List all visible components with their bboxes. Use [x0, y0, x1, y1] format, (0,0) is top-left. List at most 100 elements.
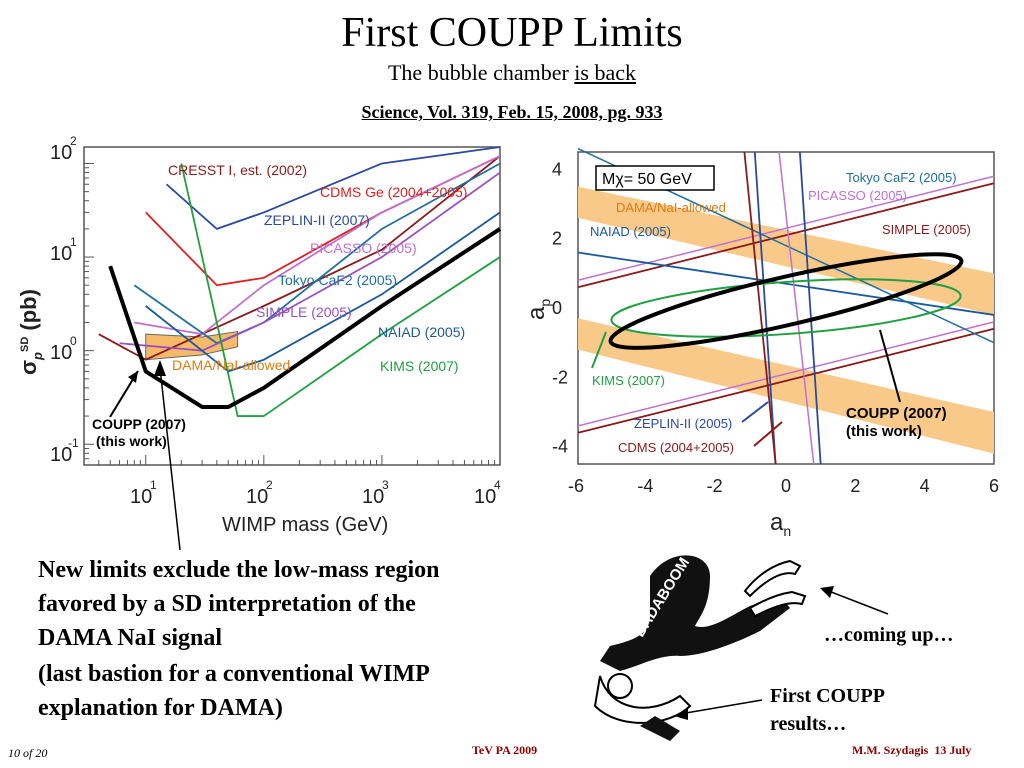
coupp-arrowhead: [128, 371, 138, 383]
svg-text:2: 2: [70, 134, 77, 148]
conclusion-line-1: New limits exclude the low-mass region: [38, 557, 440, 583]
svg-text:0: 0: [70, 334, 77, 348]
r-label-picasso: PICASSO (2005): [808, 188, 907, 203]
series-line-3: [134, 155, 501, 336]
r-coupp-arrow: [879, 329, 901, 403]
page-current: 10: [8, 746, 20, 760]
svg-text:1: 1: [70, 235, 77, 249]
conference-name: TeV PA 2009: [472, 743, 538, 757]
cartoon-small-figure: [593, 675, 692, 724]
conclusion-text: New limits exclude the low-mass region f…: [38, 553, 568, 725]
series-line-8: [108, 227, 502, 409]
series-line-0: [98, 155, 501, 361]
left-x-tick-3: 10: [362, 486, 384, 508]
results-caption-line-1: First COUPP: [770, 685, 885, 707]
label-tokyo: Tokyo CaF2 (2005): [278, 272, 397, 288]
r-label-simple: SIMPLE (2005): [882, 222, 971, 237]
results-caption-line-2: results…: [770, 713, 847, 735]
mass-box-label: Mχ= 50 GeV: [602, 171, 692, 188]
r-label-dama: DAMA/NaI-allowed: [616, 200, 726, 215]
dama-band-upper: [578, 186, 994, 315]
badaboom-cartoon: BADABOOM: [593, 555, 807, 741]
left-y-tick-2: 10: [50, 142, 72, 164]
label-zeplin: ZEPLIN-II (2007): [264, 212, 370, 228]
label-picasso: PICASSO (2005): [310, 240, 417, 256]
left-xlabel: WIMP mass (GeV): [222, 514, 388, 536]
svg-text:2: 2: [266, 478, 273, 492]
series-line-6: [145, 211, 501, 373]
series-line-7: [180, 163, 501, 417]
zeplin-line-right: [798, 151, 822, 465]
series-line-5: [119, 171, 501, 352]
r-zeplin-arrow: [741, 401, 769, 423]
label-coupp-sub: (this work): [96, 433, 167, 449]
r-kims-arrow: [591, 331, 607, 369]
page-total: of 20: [23, 746, 48, 760]
subtitle-prefix: The bubble chamber: [387, 60, 575, 85]
conclusion-line-3: DAMA NaI signal: [38, 625, 223, 651]
slide-title: First COUPP Limits: [341, 10, 683, 56]
conclusion-line-4: (last bastion for a conventional WIMP: [38, 661, 430, 687]
cartoon-leg-1: [743, 559, 802, 598]
left-y-tick-1: 10: [50, 243, 72, 265]
right-x-tick-label: -6: [568, 476, 584, 496]
svg-text:-1: -1: [68, 436, 79, 450]
r-label-cdms: CDMS (2004+2005): [618, 440, 734, 455]
coming-up-arrow: [825, 589, 889, 615]
kims-ellipse: [610, 278, 962, 338]
label-dama: DAMA/NaI-allowed: [172, 357, 290, 373]
label-coupp: COUPP (2007): [92, 416, 186, 432]
right-x-tick-label: 2: [850, 476, 860, 496]
r-label-tokyo: Tokyo CaF2 (2005): [846, 170, 957, 185]
results-arrow: [679, 699, 763, 715]
zeplin-line-left: [753, 151, 777, 465]
simple-line-lower: [577, 327, 995, 434]
talk-date: 13 July: [934, 743, 972, 757]
dama-pointer-line: [159, 367, 181, 551]
coming-up-caption: …coming up…: [824, 624, 954, 646]
right-y-tick-label: 0: [552, 298, 562, 318]
right-x-tick-label: -2: [707, 476, 723, 496]
label-cresst: CRESST I, est. (2002): [168, 162, 307, 178]
r-label-coupp: COUPP (2007): [846, 405, 947, 422]
picasso-line-lower: [577, 321, 995, 427]
subtitle-underlined: is back: [574, 60, 636, 85]
label-cdms: CDMS Ge (2004+2005): [320, 184, 467, 200]
r-label-coupp-sub: (this work): [846, 423, 922, 440]
cdms-line-left: [743, 151, 777, 465]
page-number: 10 of 20: [8, 746, 47, 761]
cartoon-head-small: [607, 673, 633, 699]
svg-text:1: 1: [150, 478, 157, 492]
right-x-tick-label: 6: [989, 476, 999, 496]
right-y-tick-label: 4: [552, 159, 562, 179]
svg-text:4: 4: [494, 478, 501, 492]
coming-up-arrowhead: [820, 586, 834, 598]
results-caption: First COUPP results…: [770, 682, 970, 738]
right-y-tick-label: 2: [552, 229, 562, 249]
label-naiad: NAIAD (2005): [378, 324, 465, 340]
cdms-line-right: [778, 151, 815, 465]
label-simple: SIMPLE (2005): [256, 304, 352, 320]
r-label-kims: KIMS (2007): [592, 373, 665, 388]
r-cdms-arrow: [753, 421, 783, 447]
author-date: M.M. Szydagis 13 July: [852, 743, 971, 758]
mass-box: [595, 165, 715, 191]
right-x-tick-label: 4: [920, 476, 930, 496]
naiad-line-upper: [577, 251, 995, 316]
slide-subtitle: The bubble chamber is back: [0, 60, 1024, 86]
simple-line-upper: [577, 182, 995, 289]
left-y-tick-0: 10: [50, 342, 72, 364]
svg-text:3: 3: [382, 478, 389, 492]
right-x-tick-label: 0: [781, 476, 791, 496]
series-line-2: [165, 146, 501, 230]
cartoon-leg-2: [748, 590, 807, 618]
r-label-naiad: NAIAD (2005): [590, 224, 671, 239]
left-y-tick-m1: 10: [50, 444, 72, 466]
left-ylabel: σpSD (pb): [16, 289, 45, 375]
conclusion-line-2: favored by a SD interpretation of the: [38, 591, 416, 617]
label-kims: KIMS (2007): [380, 358, 459, 374]
left-x-tick-2: 10: [246, 486, 268, 508]
right-x-tick-label: -4: [637, 476, 653, 496]
